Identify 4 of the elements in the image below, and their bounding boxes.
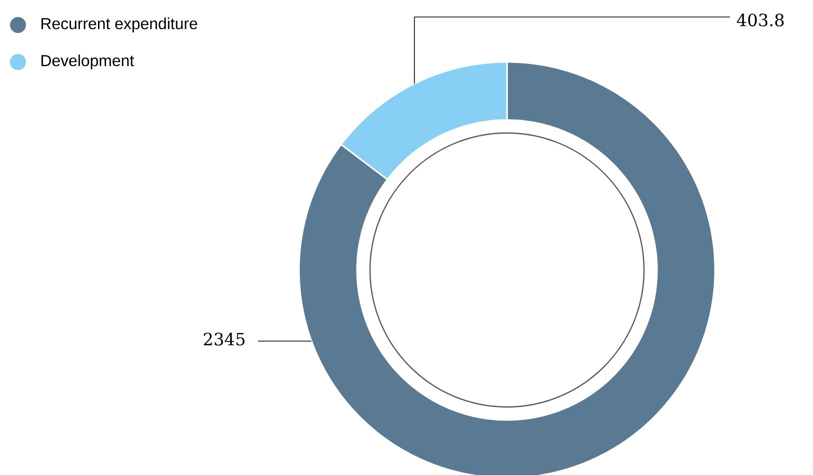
legend-label: Recurrent expenditure (42, 18, 198, 32)
data-label: 2345 (204, 332, 244, 346)
data-label: 403.8 (736, 14, 784, 26)
legend-label: Development (42, 54, 134, 70)
